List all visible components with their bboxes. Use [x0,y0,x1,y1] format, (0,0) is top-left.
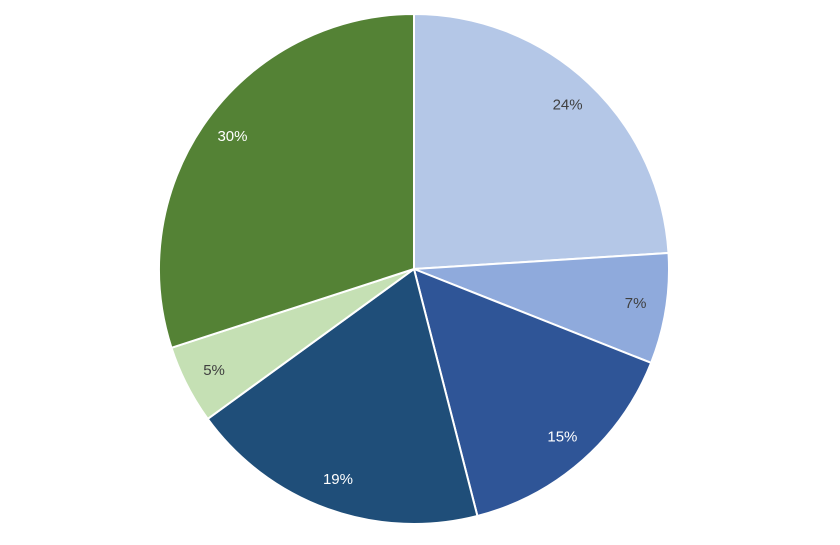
data-label: 5% [203,362,225,379]
pie-slice [206,267,479,525]
pie-slice [413,12,670,271]
data-label: 7% [625,295,647,312]
data-label: 15% [547,428,577,445]
data-label: 24% [553,96,583,113]
pie-slice [412,267,653,518]
data-label: 30% [217,128,247,145]
data-label: 19% [323,471,353,488]
pie-slice [413,251,670,365]
pie-slice [158,12,415,350]
